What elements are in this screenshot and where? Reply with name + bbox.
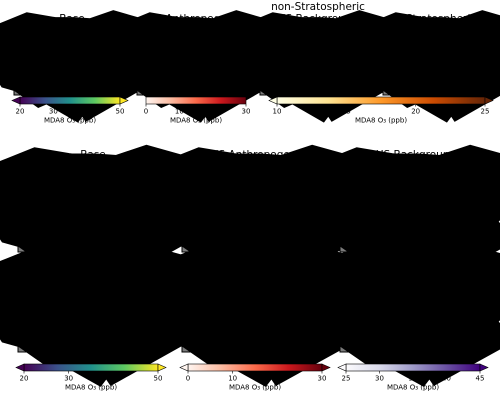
colorbar-gradient (276, 96, 486, 105)
colorbar-tick-label: 30 (318, 375, 327, 383)
colorbar-extend-min (337, 363, 347, 372)
colorbar-tick-label: 40 (109, 375, 118, 383)
colorbar-extend-min (179, 363, 189, 372)
us-map-field (352, 274, 479, 341)
grid-panel-r2-c3 (340, 266, 492, 352)
colorbar-label: MDA8 O₃ (ppb) (65, 384, 117, 392)
map-panels (14, 27, 499, 352)
colorbar-tick-label: 20 (273, 375, 282, 383)
colorbar-tick-label: 20 (208, 108, 217, 116)
panel-title: Base (59, 13, 85, 25)
us-map-field (194, 274, 321, 341)
panel-frame (339, 165, 493, 253)
bottom-colorbar-1: 20 30 40 50 MDA8 O₃ (ppb) (15, 363, 167, 392)
colorbar-tick-label: 25 (481, 108, 490, 116)
colorbar-tick-label: 30 (375, 375, 384, 383)
us-map-field (23, 34, 120, 87)
panel-title: US Background (278, 13, 358, 25)
top-panel-2 (137, 27, 253, 95)
colorbar-tick-label: 35 (409, 375, 418, 383)
column-title: US Background (376, 149, 456, 161)
colorbar-gradient (345, 363, 481, 372)
grid-panel-r1-c3 (340, 166, 492, 252)
bottom-colorbar-3: 25 30 35 40 45 MDA8 O₃ (ppb) (337, 363, 489, 392)
colorbar-gradient (145, 96, 247, 105)
colorbar-tick-label: 30 (242, 108, 251, 116)
colorbar-label: MDA8 O₃ (ppb) (229, 384, 281, 392)
colorbar-tick-label: 20 (20, 375, 29, 383)
us-map-field (30, 174, 155, 241)
colorbar-label: MDA8 O₃ (ppb) (355, 117, 407, 125)
top-panel-3 (260, 27, 376, 95)
us-map-field (269, 34, 366, 87)
colorbar-extend-min (268, 96, 278, 105)
row-label: 12 km (0, 192, 13, 227)
row-label: 12 km (0, 44, 13, 79)
grid-panel-r2-c1 (18, 266, 168, 352)
panel-title: Stratospheric (406, 13, 477, 25)
colorbar-tick-label: 30 (49, 108, 58, 116)
colorbar-label: MDA8 O₃ (ppb) (170, 117, 222, 125)
colorbar-tick-label: 20 (16, 108, 25, 116)
colorbar-tick-label: 10 (175, 108, 184, 116)
colorbar-tick-label: 0 (144, 108, 148, 116)
panel-title: US Anthropogenic (148, 13, 243, 25)
colorbar-extend-max (484, 96, 494, 105)
colorbar-tick-label: 0 (186, 375, 190, 383)
colorbar-gradient (19, 96, 121, 105)
us-map-field (392, 34, 489, 87)
colorbar-tick-label: 50 (116, 108, 125, 116)
us-map-field (146, 34, 243, 87)
column-title: US Anthropogenic (211, 149, 306, 161)
row-label: 108 km (0, 288, 13, 330)
colorbar-gradient (23, 363, 159, 372)
column-title: Base (80, 149, 106, 161)
colorbar-label: MDA8 O₃ (ppb) (44, 117, 96, 125)
us-map-field (30, 274, 155, 341)
bottom-colorbar-2: 0 10 20 30 MDA8 O₃ (ppb) (179, 363, 331, 392)
colorbar-tick-label: 30 (64, 375, 73, 383)
colorbar-tick-label: 15 (342, 108, 351, 116)
colorbar-tick-label: 40 (82, 108, 91, 116)
panel-frame (382, 26, 500, 96)
colorbar-extend-min (11, 96, 21, 105)
top-panel-1 (14, 27, 130, 95)
top-panel-4 (383, 27, 499, 95)
panel-title: non-Stratospheric (271, 1, 365, 13)
colorbar-extend-max (157, 363, 167, 372)
colorbar-tick-label: 45 (476, 375, 485, 383)
us-map-field (194, 174, 321, 241)
colorbar-tick-label: 25 (342, 375, 351, 383)
colorbar-extend-max (321, 363, 331, 372)
us-map-field (352, 174, 479, 241)
grid-panel-r1-c1 (18, 166, 168, 252)
colorbar-extend-min (15, 363, 25, 372)
top-colorbar-3: 10 15 20 25 MDA8 O₃ (ppb) (268, 96, 494, 125)
panel-frame (339, 265, 493, 353)
top-colorbar-1: 20 30 40 50 MDA8 O₃ (ppb) (11, 96, 129, 125)
colorbar-label: MDA8 O₃ (ppb) (387, 384, 439, 392)
colorbar-tick-label: 40 (442, 375, 451, 383)
grid-panel-r2-c2 (182, 266, 334, 352)
top-colorbar-2: 0 10 20 30 MDA8 O₃ (ppb) (144, 96, 251, 125)
colorbar-extend-max (479, 363, 489, 372)
colorbar-tick-label: 50 (154, 375, 163, 383)
colorbar-gradient (187, 363, 323, 372)
colorbar-tick-label: 10 (273, 108, 282, 116)
figure-labels: Base US Anthropogenicnon-StratosphericUS … (0, 1, 476, 330)
colorbar-tick-label: 20 (411, 108, 420, 116)
colorbar-extend-max (119, 96, 129, 105)
colorbar-tick-label: 10 (228, 375, 237, 383)
